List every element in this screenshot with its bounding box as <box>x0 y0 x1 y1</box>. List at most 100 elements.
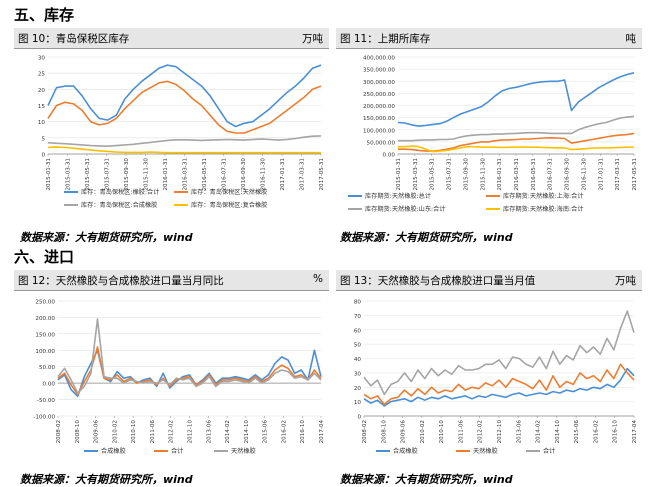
legend-label: 合计 <box>543 447 555 455</box>
legend-label: 库存：青岛保税区:橡胶:合计 <box>81 188 159 196</box>
y-tick-label: 30 <box>38 56 46 62</box>
x-tick-label: 2011-06 <box>150 420 156 444</box>
panel-shfe-inventory: 图 11：上期所库存 吨 0.00 50,000.00 100,000.00 150,… <box>336 28 642 226</box>
x-tick-label: 2010-10 <box>439 420 445 444</box>
series-line <box>57 346 322 396</box>
panel-import-monthly: 图 13：天然橡胶与合成橡胶进口量当月值 万吨 0 10 20 30 40 50 60 70 8… <box>336 270 642 468</box>
y-tick-label: 10 <box>354 400 362 406</box>
x-tick-label: 2017-03-31 <box>300 158 306 191</box>
x-tick-label: 2016-09-30 <box>565 158 571 191</box>
source-note: 数据来源：大有期货研究所，wind <box>340 231 513 244</box>
x-tick-label: 2014-02 <box>536 420 542 443</box>
panel-header: 图 10：青岛保税区库存 万吨 <box>14 28 329 49</box>
series-line <box>47 64 322 128</box>
y-tick-label: 150.00 <box>35 332 55 338</box>
series-line <box>57 318 322 394</box>
legend-label: 库存期货:天然橡胶:总计 <box>365 192 431 200</box>
x-tick-label: 2015-01-31 <box>46 158 52 191</box>
y-tick-label: 0 <box>41 153 45 159</box>
y-tick-label: 0.00 <box>383 153 396 159</box>
x-tick-label: 2015-07-31 <box>105 158 111 191</box>
x-tick-label: 2016-07-31 <box>222 158 228 191</box>
panel-title: 图 10：青岛保税区库存 <box>18 33 130 45</box>
series-line <box>47 146 321 154</box>
y-tick-label: 50,000.00 <box>367 140 396 146</box>
x-tick-label: 2016-03-31 <box>183 158 189 191</box>
source-note: 数据来源：大有期货研究所，wind <box>20 473 193 486</box>
panel-header: 图 11：上期所库存 吨 <box>336 28 642 49</box>
x-tick-label: 2016-07-31 <box>548 158 554 191</box>
y-tick-label: 250.00 <box>35 300 55 306</box>
panel-header: 图 12：天然橡胶与合成橡胶进口量当月同比 % <box>14 270 329 291</box>
x-tick-label: 2012-10 <box>497 420 503 444</box>
panel-unit: 万吨 <box>302 33 323 45</box>
x-tick-label: 2017-01-31 <box>598 158 604 191</box>
x-tick-label: 2012-10 <box>188 420 194 444</box>
x-tick-label: 2016-10 <box>613 420 619 444</box>
section-title-inventory: 五、库存 <box>14 6 75 24</box>
x-tick-label: 2016-02 <box>281 420 287 443</box>
legend-label: 库存期货:天然橡胶:山东:合计 <box>365 205 446 213</box>
source-note: 数据来源：大有期货研究所，wind <box>340 473 513 486</box>
series-line <box>398 115 635 142</box>
x-tick-label: 2015-06 <box>574 420 580 444</box>
x-tick-label: 2015-11-30 <box>480 158 486 191</box>
panel-import-yoy: 图 12：天然橡胶与合成橡胶进口量当月同比 % -100.00 -50.00 0.0… <box>14 270 329 468</box>
y-tick-label: 150,000.00 <box>363 116 395 122</box>
x-tick-label: 2015-11-30 <box>144 158 150 191</box>
x-tick-label: 2010-02 <box>420 420 426 443</box>
x-tick-label: 2015-03-31 <box>66 158 72 191</box>
chart-qingdao-inventory: 0 5 10 15 20 25 30 2015-01-31 2015-03-31 2015-05-… <box>38 56 325 210</box>
y-tick-label: 100,000.00 <box>363 128 395 134</box>
x-tick-label: 2016-09-30 <box>241 158 247 191</box>
x-tick-label: 2017-04 <box>319 420 325 444</box>
panel-qingdao-inventory: 图 10：青岛保税区库存 万吨 0 5 10 15 20 25 30 2015-01-31 20… <box>14 28 329 226</box>
x-tick-label: 2015-05-31 <box>85 158 91 191</box>
legend-label: 天然橡胶 <box>473 447 498 455</box>
x-tick-label: 2015-03-31 <box>413 158 419 191</box>
legend-label: 合计 <box>171 447 183 455</box>
y-tick-label: -100.00 <box>33 415 55 421</box>
panel-unit: 吨 <box>625 33 637 45</box>
y-tick-label: 400,000.00 <box>363 56 395 62</box>
y-tick-label: 80 <box>354 300 362 306</box>
y-tick-label: 60 <box>354 328 362 334</box>
x-tick-label: 2015-01-31 <box>396 158 402 191</box>
y-tick-label: 40 <box>354 357 362 363</box>
y-tick-label: 20 <box>354 386 362 392</box>
series-line <box>47 135 322 147</box>
x-tick-label: 2008-02 <box>56 420 62 443</box>
y-tick-label: 200,000.00 <box>363 104 395 110</box>
y-tick-label: 0.00 <box>43 382 56 388</box>
y-tick-label: 10 <box>38 120 46 126</box>
y-tick-label: 70 <box>354 314 362 320</box>
panel-title: 图 13：天然橡胶与合成橡胶进口量当月值 <box>340 275 536 287</box>
y-tick-label: 300,000.00 <box>363 80 395 86</box>
chart-import-yoy: -100.00 -50.00 0.00 50.00 100.00 150.00 200.00… <box>33 300 325 456</box>
series-line <box>363 310 635 396</box>
y-tick-label: 50.00 <box>39 365 55 371</box>
y-tick-label: 20 <box>38 88 46 94</box>
x-tick-label: 2014-02 <box>225 420 231 443</box>
x-tick-label: 2011-06 <box>458 420 464 444</box>
y-tick-label: 100.00 <box>35 349 55 355</box>
series-line <box>363 367 635 407</box>
x-tick-label: 2016-05-31 <box>202 158 208 191</box>
y-tick-label: 200.00 <box>35 316 55 322</box>
y-tick-label: 350,000.00 <box>363 68 395 74</box>
panel-title: 图 11：上期所库存 <box>340 33 431 45</box>
x-tick-label: 2013-06 <box>516 420 522 444</box>
x-tick-label: 2015-09-30 <box>463 158 469 191</box>
x-tick-label: 2012-02 <box>478 420 484 443</box>
x-tick-label: 2017-05-31 <box>632 158 638 191</box>
legend-label: 库存期货:天然橡胶:海南:合计 <box>503 205 584 213</box>
series-line <box>57 349 322 398</box>
series-line <box>47 80 322 134</box>
chart-import-monthly: 0 10 20 30 40 50 60 70 80 2008-02 2008-10 2009-06 20… <box>354 300 638 456</box>
legend-label: 库存：青岛保税区:天然橡胶 <box>191 188 267 196</box>
panel-header: 图 13：天然橡胶与合成橡胶进口量当月值 万吨 <box>336 270 642 291</box>
x-tick-label: 2016-11-30 <box>581 158 587 191</box>
x-tick-label: 2017-05-31 <box>319 158 325 191</box>
x-tick-label: 2017-01-31 <box>280 158 286 191</box>
x-tick-label: 2016-02 <box>593 420 599 443</box>
